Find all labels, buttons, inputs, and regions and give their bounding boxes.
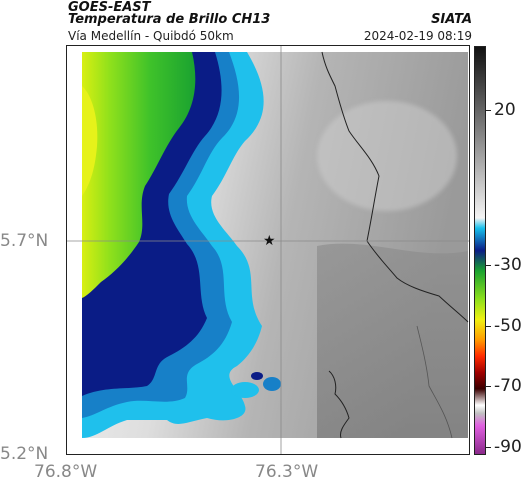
border-line	[416, 325, 453, 439]
product-title: Temperatura de Brillo CH13 SIATA	[68, 12, 472, 27]
light-cloud-patch	[317, 101, 457, 211]
map-panel: ★	[66, 45, 470, 455]
brightness-temperature-map: ★	[67, 46, 469, 454]
cold-cloud-green	[82, 52, 196, 298]
colorbar-label: -70	[494, 376, 522, 396]
lat-tick-label: 5.7°N	[0, 231, 49, 251]
warm-surface-region	[317, 243, 468, 438]
map-margin-top	[67, 46, 469, 52]
colorbar-gradient	[475, 47, 485, 454]
region-label: Vía Medellín - Quibdó 50km	[68, 29, 234, 43]
colorbar-tick	[486, 447, 491, 448]
colorbar-label: -30	[494, 255, 522, 275]
colorbar	[474, 46, 486, 455]
colorbar-tick	[486, 386, 491, 387]
satellite-title: GOES-EAST	[68, 0, 151, 15]
cold-cloud-yellow-core	[82, 86, 98, 196]
lon-tick-label: 76.8°W	[34, 462, 98, 482]
map-margin-bottom	[67, 438, 469, 454]
colorbar-label: -90	[494, 437, 522, 457]
product-name: Temperatura de Brillo CH13	[68, 12, 271, 27]
border-line	[328, 370, 350, 439]
colorbar-tick	[486, 265, 491, 266]
lat-tick-label: 5.2°N	[0, 444, 49, 464]
colorbar-tick	[486, 110, 491, 111]
lon-tick-label: 76.3°W	[255, 462, 319, 482]
colorbar-label: -50	[494, 316, 522, 336]
region-line: Vía Medellín - Quibdó 50km 2024-02-19 08…	[68, 29, 472, 43]
star-marker-icon: ★	[263, 233, 276, 249]
cold-cloud-blob	[263, 377, 281, 391]
source-label: SIATA	[431, 12, 472, 27]
cold-cloud-blob	[231, 382, 259, 398]
colorbar-tick	[486, 326, 491, 327]
colorbar-label: 20	[494, 100, 516, 120]
border-line	[321, 51, 469, 323]
map-margin-left	[67, 46, 82, 454]
cold-cloud-blob	[251, 372, 263, 380]
timestamp-label: 2024-02-19 08:19	[363, 29, 472, 43]
